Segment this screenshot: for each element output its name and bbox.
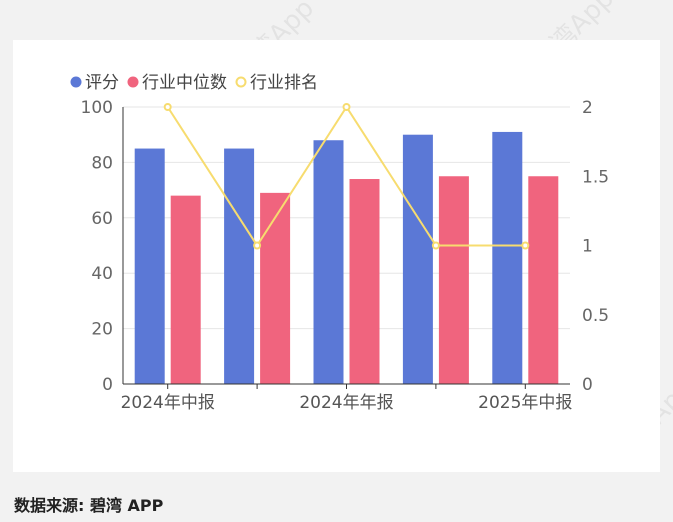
legend-label: 评分	[85, 73, 119, 93]
legend-marker	[70, 76, 82, 88]
score-bar	[492, 131, 523, 384]
industry-median-bar	[438, 176, 469, 384]
industry-median-bar	[349, 179, 380, 384]
legend-score[interactable]: 评分	[70, 73, 120, 93]
score-bar	[134, 148, 165, 384]
y-right-tick-label: 0	[582, 375, 593, 395]
rank-point	[163, 103, 172, 111]
legend-industry-rank[interactable]: 行业排名	[235, 73, 319, 93]
combo-chart: 0 20 40 60 80 100 0 0.5 1 1.5 2 2024年中报 2024年年报 2025年…	[70, 73, 610, 413]
y-left-tick-label: 80	[91, 153, 113, 173]
chart-card: 0 20 40 60 80 100 0 0.5 1 1.5 2 2024年中报 2024年年报 2025年…	[13, 40, 660, 472]
legend-industry-median[interactable]: 行业中位数	[127, 73, 228, 93]
y-right-tick-label: 2	[582, 98, 593, 118]
rank-point	[342, 103, 351, 111]
y-right-tick-label: 1.5	[582, 167, 609, 187]
y-right-tick-label: 1	[582, 237, 593, 257]
legend-label: 行业中位数	[142, 73, 227, 93]
rank-point	[431, 241, 440, 250]
bars	[134, 131, 559, 384]
legend-marker	[127, 76, 139, 88]
y-left-tick-label: 0	[102, 375, 113, 395]
y-right-tick-label: 0.5	[582, 306, 609, 326]
industry-median-bar	[260, 192, 291, 384]
rank-line	[163, 103, 530, 250]
legend[interactable]: 评分 行业中位数 行业排名	[70, 73, 319, 93]
rank-point	[253, 241, 262, 250]
industry-median-bar	[528, 176, 559, 384]
x-tick-label: 2024年年报	[299, 393, 393, 413]
score-bar	[224, 148, 255, 384]
rank-line-path	[166, 105, 526, 248]
x-tick-label: 2024年中报	[121, 393, 215, 413]
y-left-tick-label: 60	[91, 209, 113, 229]
y-left-tick-label: 20	[91, 320, 113, 340]
y-left-tick-label: 100	[81, 98, 113, 118]
rank-point	[521, 241, 530, 250]
legend-label: 行业排名	[250, 73, 318, 93]
legend-marker	[235, 76, 247, 88]
y-left-tick-label: 40	[91, 264, 113, 284]
axes: 0 20 40 60 80 100 0 0.5 1 1.5 2 2024年中报 2024年年报 2025年…	[81, 98, 610, 413]
score-bar	[313, 140, 344, 384]
score-bar	[402, 134, 433, 384]
data-source-label: 数据来源: 碧湾 APP	[14, 496, 164, 515]
x-tick-label: 2025年中报	[478, 393, 572, 413]
industry-median-bar	[170, 195, 201, 384]
